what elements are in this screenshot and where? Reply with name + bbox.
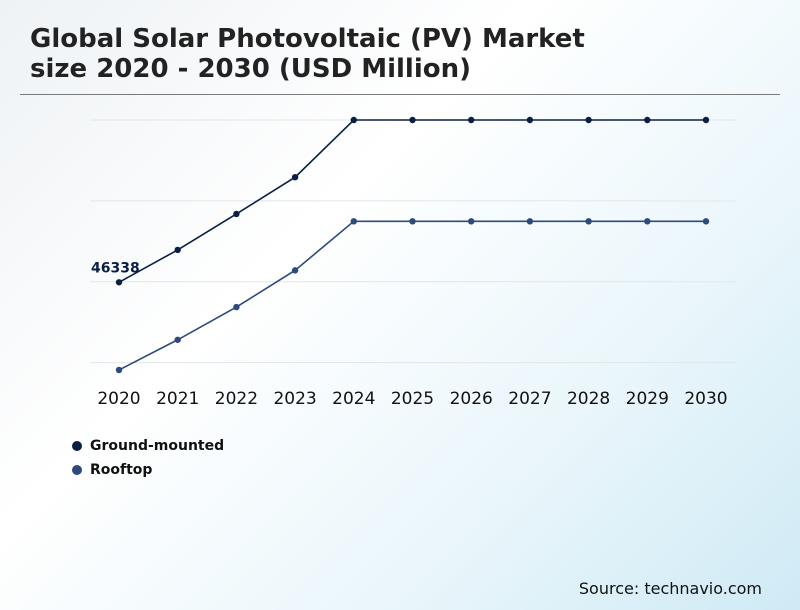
legend-item-rooftop: Rooftop: [72, 458, 224, 482]
point-ground-mounted-2023: [291, 173, 299, 181]
legend-marker-ground-mounted: [72, 441, 82, 451]
point-ground-mounted-2026: [468, 116, 475, 124]
x-tick-label-2027: 2027: [508, 389, 551, 409]
x-tick-label-2020: 2020: [97, 389, 140, 409]
series-line-rooftop: [118, 220, 706, 371]
point-rooftop-2022: [233, 303, 240, 311]
x-tick-label-2023: 2023: [273, 389, 316, 409]
point-ground-mounted-2027: [526, 116, 534, 124]
x-tick-label-2024: 2024: [332, 389, 375, 409]
x-tick-label-2022: 2022: [215, 389, 258, 409]
legend-marker-rooftop: [72, 465, 82, 475]
point-rooftop-2020: [115, 366, 123, 374]
point-rooftop-2021: [174, 336, 181, 343]
point-ground-mounted-2022: [233, 210, 240, 218]
point-ground-mounted-2029: [644, 116, 651, 124]
x-tick-label-2026: 2026: [450, 389, 493, 409]
point-ground-mounted-2028: [585, 116, 592, 124]
point-rooftop-2026: [468, 218, 475, 225]
x-tick-label-2021: 2021: [156, 389, 199, 409]
point-rooftop-2028: [585, 218, 592, 225]
point-rooftop-2025: [409, 218, 416, 225]
x-tick-label-2025: 2025: [391, 389, 434, 409]
point-rooftop-2029: [644, 218, 651, 225]
point-ground-mounted-2030: [702, 116, 710, 124]
legend-label-ground-mounted: Ground-mounted: [90, 438, 225, 454]
chart-title-line-2: size 2020 - 2030 (USD Million): [30, 54, 472, 84]
chart-title: Global Solar Photovoltaic (PV) Market si…: [30, 24, 670, 84]
point-ground-mounted-2025: [409, 116, 416, 124]
point-ground-mounted-2021: [174, 246, 181, 254]
data-label: 46338: [91, 260, 140, 276]
legend-item-ground-mounted: Ground-mounted: [72, 434, 224, 458]
x-tick-label-2028: 2028: [567, 389, 610, 409]
point-ground-mounted-2020: [115, 279, 123, 286]
legend-label-rooftop: Rooftop: [90, 462, 153, 478]
point-rooftop-2027: [526, 218, 534, 225]
chart-title-line-1: Global Solar Photovoltaic (PV) Market: [30, 24, 585, 54]
source-credit: Source: technavio.com: [578, 579, 762, 598]
point-rooftop-2023: [291, 267, 299, 274]
legend: Ground-mounted Rooftop: [72, 434, 224, 482]
point-ground-mounted-2024: [350, 116, 357, 124]
x-tick-label-2030: 2030: [684, 389, 727, 409]
point-rooftop-2030: [702, 218, 710, 225]
title-divider: [20, 94, 780, 95]
x-tick-label-2029: 2029: [626, 389, 669, 409]
point-rooftop-2024: [350, 218, 357, 225]
